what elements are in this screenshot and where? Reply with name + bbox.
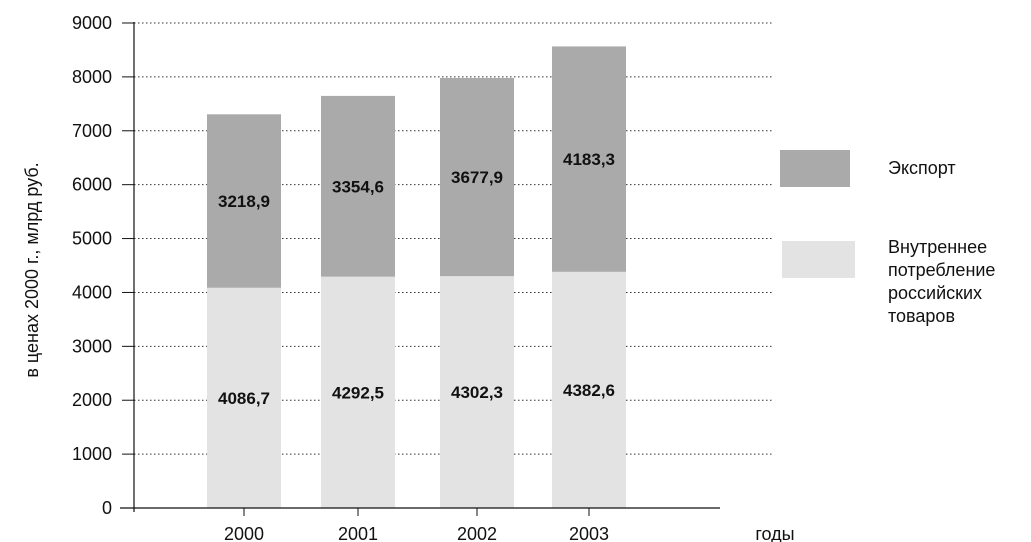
y-tick-label: 3000 bbox=[72, 336, 112, 356]
y-tick-label: 0 bbox=[102, 498, 112, 518]
y-tick-label: 8000 bbox=[72, 67, 112, 87]
x-tick-label: 2001 bbox=[338, 524, 378, 542]
bar-value-label: 4292,5 bbox=[332, 383, 384, 402]
x-tick-label: 2000 bbox=[224, 524, 264, 542]
bar-value-label: 4382,6 bbox=[563, 381, 615, 400]
x-tick-label: 2003 bbox=[569, 524, 609, 542]
y-tick-label: 4000 bbox=[72, 282, 112, 302]
bar-value-label: 4183,3 bbox=[563, 150, 615, 169]
bar-segment bbox=[321, 95, 395, 277]
bar-segment bbox=[207, 114, 281, 288]
y-tick-label: 2000 bbox=[72, 390, 112, 410]
x-tick-labels: 2000 2001 2002 2003 bbox=[224, 508, 609, 542]
bar-segment bbox=[440, 276, 514, 508]
axes bbox=[120, 22, 720, 512]
legend-label-line: товаров bbox=[888, 306, 955, 326]
bar-value-label: 3354,6 bbox=[332, 177, 384, 196]
legend-label: Экспорт bbox=[888, 158, 956, 178]
legend-label-line: потребление bbox=[888, 260, 995, 280]
bar-value-label: 4302,3 bbox=[451, 383, 503, 402]
y-axis-title: в ценах 2000 г., млрд руб. bbox=[22, 162, 42, 377]
bars bbox=[207, 46, 626, 508]
bar-value-label: 4086,7 bbox=[218, 389, 270, 408]
legend-label-line: Внутреннее bbox=[888, 237, 987, 257]
bar-value-label: 3218,9 bbox=[218, 192, 270, 211]
x-tick-label: 2002 bbox=[457, 524, 497, 542]
y-tick-label: 9000 bbox=[72, 13, 112, 33]
y-tick-label: 6000 bbox=[72, 175, 112, 195]
x-axis-title: годы bbox=[755, 524, 794, 542]
bar-value-label: 3677,9 bbox=[451, 168, 503, 187]
bar-segment bbox=[440, 77, 514, 277]
legend-label: Внутреннее потребление российских товаров bbox=[888, 237, 995, 326]
bar-segment bbox=[552, 46, 626, 272]
legend: Экспорт Внутреннее потребление российских то… bbox=[780, 150, 995, 326]
y-tick-label: 7000 bbox=[72, 121, 112, 141]
legend-swatch bbox=[780, 150, 850, 187]
legend-label-line: российских bbox=[888, 283, 982, 303]
bar-segment bbox=[207, 287, 281, 508]
legend-swatch bbox=[782, 241, 855, 278]
bar-segment bbox=[552, 271, 626, 508]
data-labels: 4086,7 3218,9 4292,5 3354,6 4302,3 3677,9 4382… bbox=[218, 150, 615, 408]
bar-segment bbox=[321, 276, 395, 508]
y-tick-label: 1000 bbox=[72, 444, 112, 464]
y-tick-label: 5000 bbox=[72, 229, 112, 249]
y-tick-labels: 0 1000 2000 3000 4000 5000 6000 7000 8000 9000 bbox=[72, 13, 112, 518]
gridlines bbox=[122, 22, 772, 509]
